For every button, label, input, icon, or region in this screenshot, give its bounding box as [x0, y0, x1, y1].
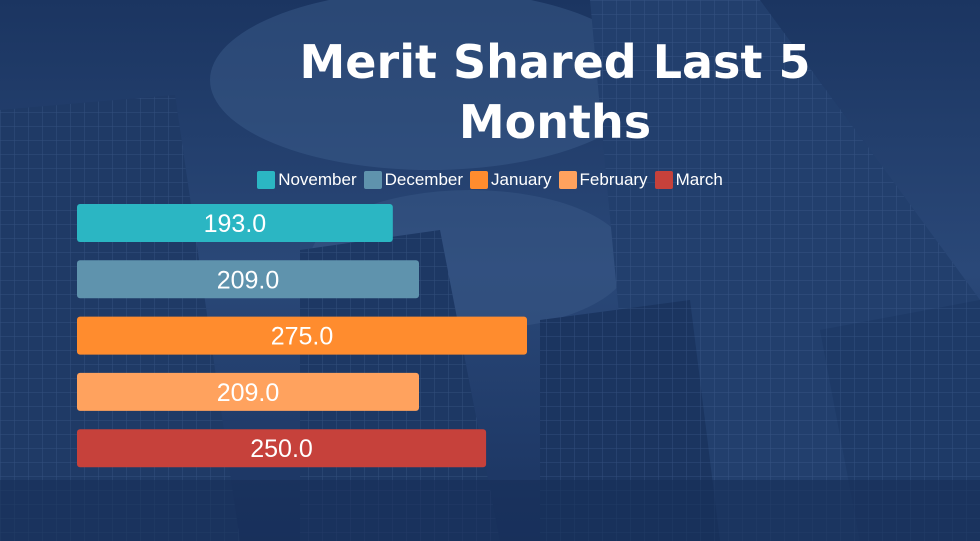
- bar-january: [77, 316, 527, 355]
- legend-item-december: December: [363, 170, 464, 190]
- legend-swatch: [257, 171, 276, 189]
- legend-item-february: February: [558, 170, 648, 190]
- chart-title: Merit Shared Last 5 Months: [299, 35, 811, 149]
- bar-value-label: 193.0: [204, 210, 267, 238]
- bar-march: [77, 429, 487, 468]
- legend-swatch: [558, 171, 577, 189]
- bar-february: [77, 372, 419, 411]
- legend-item-march: March: [654, 170, 723, 190]
- legend-swatch: [470, 171, 489, 189]
- bar-value-label: 209.0: [217, 266, 280, 294]
- legend-swatch: [654, 171, 673, 189]
- bar-value-label: 250.0: [250, 435, 313, 463]
- bar-december: [77, 260, 419, 299]
- bar-value-label: 209.0: [217, 379, 280, 407]
- legend-label: February: [579, 170, 648, 189]
- legend-item-november: November: [257, 170, 357, 190]
- legend-item-january: January: [470, 170, 552, 190]
- legend-swatch: [363, 171, 382, 189]
- legend-label: March: [675, 170, 723, 189]
- legend-label: November: [278, 170, 357, 189]
- bar-november: [77, 204, 393, 242]
- legend-label: December: [384, 170, 464, 189]
- bar-value-label: 275.0: [271, 323, 334, 351]
- chart-legend: November December January February March: [0, 170, 980, 190]
- legend-label: January: [491, 170, 552, 189]
